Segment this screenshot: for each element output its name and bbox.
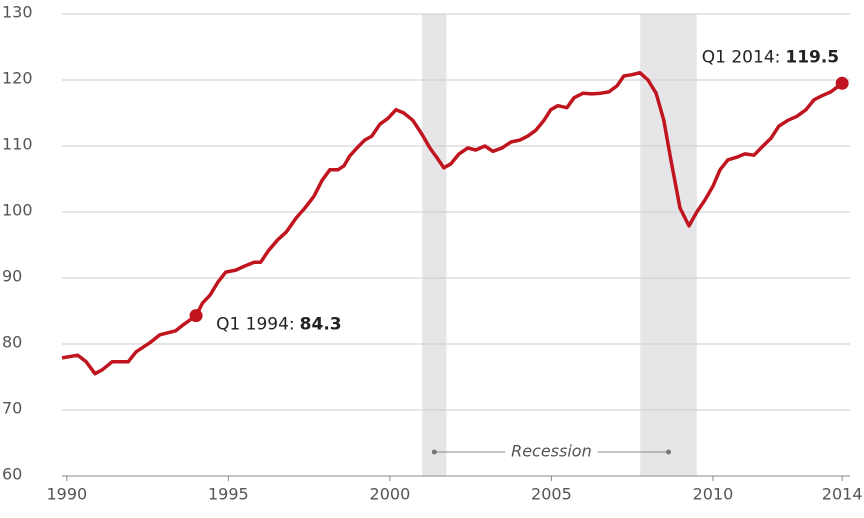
x-tick-label: 2005 bbox=[531, 485, 572, 504]
recession-label-bg bbox=[505, 441, 598, 461]
x-tick-label: 1990 bbox=[46, 485, 87, 504]
y-tick-label: 60 bbox=[2, 465, 22, 484]
recession-dot bbox=[666, 449, 672, 455]
annotation: Q1 1994: 84.3 bbox=[216, 315, 342, 335]
recession-band bbox=[422, 14, 447, 476]
annotation-value: 84.3 bbox=[300, 315, 342, 335]
x-tick-label: 2014 bbox=[822, 485, 863, 504]
recession-band bbox=[640, 14, 697, 476]
y-tick-label: 70 bbox=[2, 399, 22, 418]
annotation: Q1 2014: 119.5 bbox=[702, 47, 839, 67]
y-tick-label: 80 bbox=[2, 333, 22, 352]
annotation-dot bbox=[835, 76, 849, 90]
annotation-label: Q1 2014: bbox=[702, 47, 781, 67]
y-tick-label: 130 bbox=[2, 3, 33, 22]
y-tick-label: 110 bbox=[2, 135, 33, 154]
y-tick-label: 120 bbox=[2, 69, 33, 88]
x-tick-label: 1995 bbox=[208, 485, 249, 504]
x-tick-label: 2010 bbox=[693, 485, 734, 504]
y-tick-label: 100 bbox=[2, 201, 33, 220]
recession-label: Recession bbox=[511, 442, 592, 461]
recession-dot bbox=[431, 449, 437, 455]
series-line bbox=[61, 70, 844, 376]
y-tick-label: 90 bbox=[2, 267, 22, 286]
annotation-label: Q1 1994: bbox=[216, 315, 295, 335]
annotation-value: 119.5 bbox=[785, 47, 839, 67]
annotation-dot bbox=[189, 309, 203, 323]
x-tick-label: 2000 bbox=[370, 485, 411, 504]
